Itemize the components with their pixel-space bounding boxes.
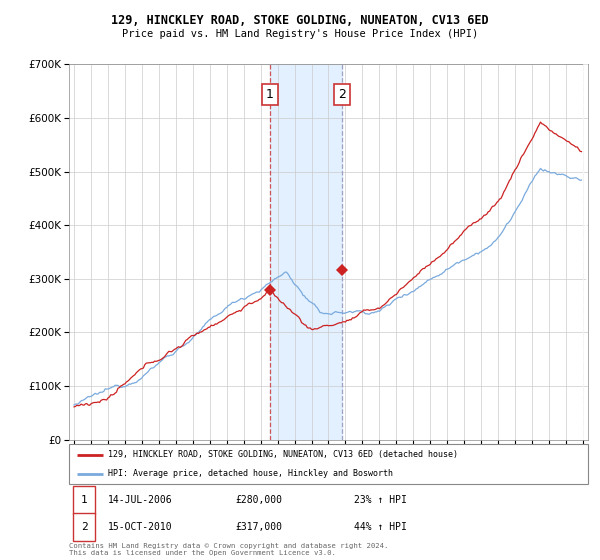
Text: 14-JUL-2006: 14-JUL-2006 [108, 495, 173, 505]
Bar [583, 64, 588, 440]
Text: £280,000: £280,000 [235, 495, 282, 505]
Text: 44% ↑ HPI: 44% ↑ HPI [355, 522, 407, 532]
Text: 129, HINCKLEY ROAD, STOKE GOLDING, NUNEATON, CV13 6ED: 129, HINCKLEY ROAD, STOKE GOLDING, NUNEA… [111, 14, 489, 27]
Text: 23% ↑ HPI: 23% ↑ HPI [355, 495, 407, 505]
Text: Price paid vs. HM Land Registry's House Price Index (HPI): Price paid vs. HM Land Registry's House … [122, 29, 478, 39]
Text: 15-OCT-2010: 15-OCT-2010 [108, 522, 173, 532]
FancyBboxPatch shape [73, 486, 95, 514]
Text: 1: 1 [80, 495, 88, 505]
Text: 2: 2 [80, 522, 88, 532]
Text: 1: 1 [266, 88, 274, 101]
FancyBboxPatch shape [69, 444, 588, 484]
Text: £317,000: £317,000 [235, 522, 282, 532]
Text: Contains HM Land Registry data © Crown copyright and database right 2024.
This d: Contains HM Land Registry data © Crown c… [69, 543, 388, 556]
Text: 2: 2 [338, 88, 346, 101]
Text: 129, HINCKLEY ROAD, STOKE GOLDING, NUNEATON, CV13 6ED (detached house): 129, HINCKLEY ROAD, STOKE GOLDING, NUNEA… [108, 450, 458, 459]
Bar [270, 64, 342, 440]
FancyBboxPatch shape [73, 514, 95, 541]
Text: HPI: Average price, detached house, Hinckley and Bosworth: HPI: Average price, detached house, Hinc… [108, 469, 393, 478]
